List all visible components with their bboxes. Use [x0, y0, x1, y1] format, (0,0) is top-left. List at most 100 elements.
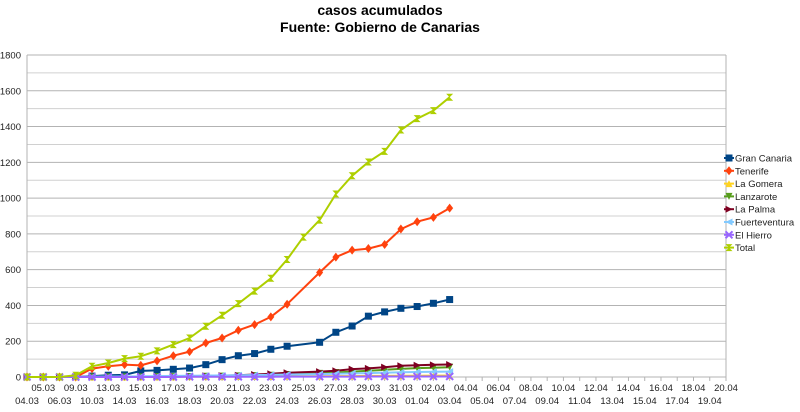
legend-label: Tenerife [735, 166, 769, 177]
data-point [446, 93, 454, 101]
x-tick-label: 05.04 [470, 396, 494, 407]
data-point [315, 372, 324, 381]
series-group [22, 93, 454, 382]
data-point [446, 203, 454, 213]
legend-label: Lanzarote [735, 192, 777, 203]
data-point [186, 364, 194, 372]
data-point [413, 303, 421, 311]
x-tick-label: 04.03 [15, 396, 39, 407]
data-point [348, 245, 356, 255]
x-tick-label: 08.04 [519, 383, 543, 394]
data-point [412, 372, 422, 381]
chart-subtitle: Fuente: Gobierno de Canarias [280, 19, 480, 35]
x-tick-label: 23.03 [259, 383, 283, 394]
legend-marker [725, 218, 733, 226]
data-point [429, 299, 437, 307]
data-point [56, 373, 64, 381]
data-point [104, 359, 112, 367]
data-point [137, 360, 145, 370]
series-line [27, 96, 451, 378]
x-tick-label: 19.03 [194, 383, 218, 394]
data-point [202, 322, 210, 330]
x-tick-label: 15.04 [633, 396, 657, 407]
x-tick-label: 26.03 [308, 396, 332, 407]
legend-item: Gran Canaria [724, 154, 793, 165]
x-tick-label: 24.03 [275, 396, 299, 407]
legend-marker [725, 180, 733, 188]
legend-item: Lanzarote [724, 192, 777, 203]
data-point [364, 158, 372, 166]
data-point [347, 372, 357, 381]
x-tick-label: 21.03 [226, 383, 250, 394]
series-line [27, 375, 450, 378]
legend-item: El Hierro [724, 230, 772, 241]
legend-marker [725, 154, 733, 162]
data-point [153, 356, 161, 366]
x-tick-label: 14.04 [617, 383, 641, 394]
legend-item: Total [724, 243, 755, 254]
legend-label: Fuerteventura [735, 218, 795, 229]
data-point [23, 373, 31, 381]
data-point [186, 347, 194, 357]
series-el-hierro [22, 372, 454, 382]
data-point [266, 372, 276, 382]
y-tick-label: 1800 [0, 51, 21, 62]
x-tick-label: 20.04 [714, 383, 738, 394]
x-tick-label: 17.03 [161, 383, 185, 394]
x-tick-label: 02.04 [422, 383, 446, 394]
data-point [316, 268, 324, 278]
series-total [23, 93, 454, 381]
legend-item: Fuerteventura [724, 218, 795, 229]
chart-title: casos acumulados [317, 2, 442, 18]
y-tick-label: 1600 [0, 86, 21, 97]
x-tick-label: 16.04 [649, 383, 673, 394]
data-point [446, 296, 454, 304]
data-point [364, 244, 372, 254]
data-point [202, 338, 210, 348]
data-point [396, 372, 406, 381]
legend-label: La Palma [735, 205, 776, 216]
data-point [152, 372, 162, 382]
legend-marker [725, 244, 733, 252]
legend-label: Total [735, 243, 755, 254]
data-point [169, 341, 177, 349]
data-point [267, 345, 275, 353]
data-point [153, 366, 161, 374]
data-point [137, 352, 145, 360]
data-point [234, 300, 242, 308]
data-point [153, 347, 161, 355]
data-point [251, 320, 259, 330]
data-point [234, 325, 242, 335]
x-tick-label: 14.03 [113, 396, 137, 407]
data-point [39, 373, 47, 381]
x-tick-label: 06.04 [487, 383, 511, 394]
data-point [217, 372, 227, 382]
data-point [348, 322, 356, 330]
x-tick-label: 11.04 [568, 396, 591, 407]
data-point [364, 372, 373, 381]
y-tick-label: 800 [5, 229, 21, 240]
data-point [316, 338, 324, 346]
data-point [283, 299, 291, 309]
data-point [282, 372, 292, 381]
x-tick-label: 13.04 [600, 396, 624, 407]
legend-label: El Hierro [735, 230, 772, 241]
data-point [364, 364, 372, 372]
data-point [169, 351, 177, 361]
data-point [283, 255, 291, 263]
gridlines [27, 54, 726, 378]
data-point [121, 355, 129, 363]
x-tick-label: 19.04 [698, 396, 722, 407]
data-point [364, 312, 372, 320]
data-point [234, 352, 242, 360]
x-tick-label: 15.03 [129, 383, 153, 394]
legend-item: Tenerife [724, 166, 769, 177]
x-tick-label: 07.04 [503, 396, 527, 407]
data-point [413, 361, 421, 369]
legend-marker [724, 230, 734, 240]
data-point [413, 217, 421, 227]
data-point [331, 372, 341, 381]
x-tick-label: 09.03 [64, 383, 88, 394]
x-tick-label: 16.03 [145, 396, 169, 407]
data-point [381, 239, 389, 249]
